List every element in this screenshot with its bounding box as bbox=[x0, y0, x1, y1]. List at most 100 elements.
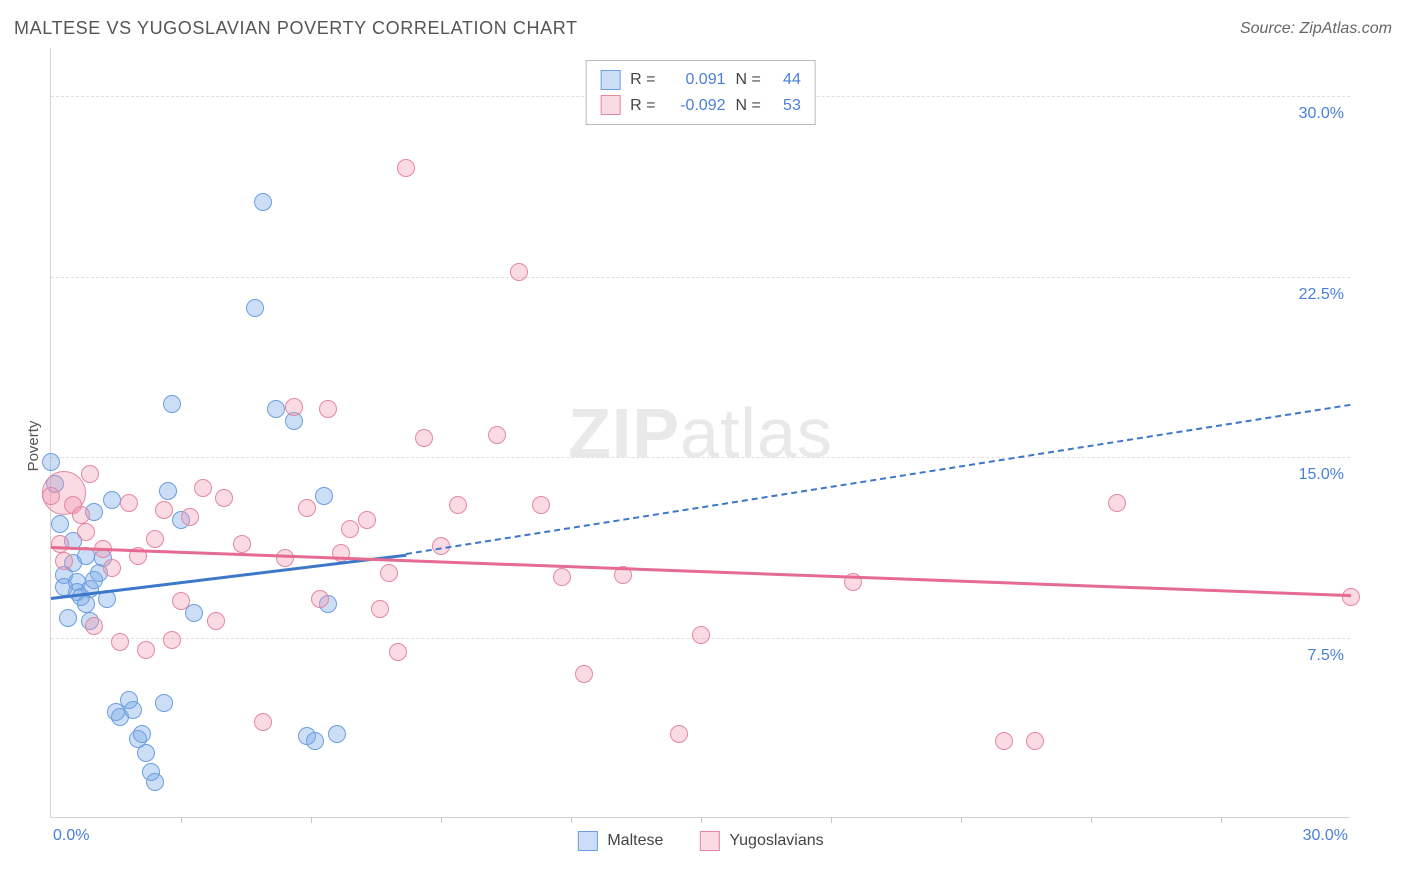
scatter-point bbox=[103, 491, 121, 509]
chart-plot-area: ZIPatlas 7.5%15.0%22.5%30.0%0.0%30.0%R =… bbox=[50, 48, 1350, 818]
r-label: R = bbox=[630, 93, 655, 119]
scatter-point bbox=[1108, 494, 1126, 512]
x-tick bbox=[1091, 817, 1092, 823]
scatter-point bbox=[328, 725, 346, 743]
scatter-point bbox=[155, 501, 173, 519]
scatter-point bbox=[553, 568, 571, 586]
scatter-point bbox=[488, 426, 506, 444]
scatter-point bbox=[77, 523, 95, 541]
scatter-point bbox=[133, 725, 151, 743]
scatter-point bbox=[532, 496, 550, 514]
n-label: N = bbox=[736, 93, 761, 119]
scatter-point bbox=[163, 395, 181, 413]
gridline bbox=[51, 457, 1350, 458]
legend-label: Maltese bbox=[607, 832, 663, 850]
x-axis-label: 0.0% bbox=[53, 827, 89, 845]
scatter-point bbox=[137, 641, 155, 659]
scatter-point bbox=[42, 453, 60, 471]
scatter-point bbox=[692, 626, 710, 644]
scatter-point bbox=[670, 725, 688, 743]
scatter-point bbox=[285, 398, 303, 416]
scatter-point bbox=[233, 535, 251, 553]
scatter-point bbox=[341, 520, 359, 538]
x-tick bbox=[1221, 817, 1222, 823]
x-tick bbox=[311, 817, 312, 823]
scatter-point bbox=[306, 732, 324, 750]
scatter-point bbox=[124, 701, 142, 719]
scatter-point bbox=[81, 465, 99, 483]
scatter-point bbox=[510, 263, 528, 281]
scatter-point bbox=[1026, 732, 1044, 750]
scatter-point bbox=[181, 508, 199, 526]
y-tick-label: 30.0% bbox=[1299, 105, 1344, 123]
scatter-point bbox=[311, 590, 329, 608]
scatter-point bbox=[298, 499, 316, 517]
scatter-point bbox=[155, 694, 173, 712]
scatter-point bbox=[276, 549, 294, 567]
scatter-point bbox=[85, 617, 103, 635]
scatter-point bbox=[1342, 588, 1360, 606]
legend-swatch bbox=[699, 831, 719, 851]
scatter-point bbox=[146, 773, 164, 791]
chart-title: MALTESE VS YUGOSLAVIAN POVERTY CORRELATI… bbox=[14, 18, 578, 39]
scatter-point bbox=[120, 494, 138, 512]
scatter-point bbox=[380, 564, 398, 582]
scatter-point bbox=[267, 400, 285, 418]
scatter-point bbox=[103, 559, 121, 577]
x-tick bbox=[831, 817, 832, 823]
scatter-point bbox=[415, 429, 433, 447]
scatter-point bbox=[72, 506, 90, 524]
scatter-point bbox=[315, 487, 333, 505]
stats-legend: R =0.091N =44R =-0.092N =53 bbox=[585, 60, 816, 125]
legend-item: Yugoslavians bbox=[699, 831, 823, 851]
scatter-point bbox=[51, 535, 69, 553]
scatter-point bbox=[172, 592, 190, 610]
r-value: 0.091 bbox=[666, 67, 726, 93]
scatter-point bbox=[449, 496, 467, 514]
scatter-point bbox=[111, 633, 129, 651]
scatter-point bbox=[42, 487, 60, 505]
x-tick bbox=[571, 817, 572, 823]
scatter-point bbox=[332, 544, 350, 562]
x-tick bbox=[181, 817, 182, 823]
scatter-point bbox=[254, 193, 272, 211]
legend-label: Yugoslavians bbox=[729, 832, 823, 850]
legend-swatch bbox=[577, 831, 597, 851]
y-tick-label: 15.0% bbox=[1299, 466, 1344, 484]
chart-header: MALTESE VS YUGOSLAVIAN POVERTY CORRELATI… bbox=[14, 18, 1392, 39]
scatter-point bbox=[575, 665, 593, 683]
scatter-point bbox=[389, 643, 407, 661]
gridline bbox=[51, 277, 1350, 278]
legend-item: Maltese bbox=[577, 831, 663, 851]
scatter-point bbox=[254, 713, 272, 731]
x-axis-label: 30.0% bbox=[1303, 827, 1348, 845]
scatter-point bbox=[207, 612, 225, 630]
scatter-point bbox=[358, 511, 376, 529]
x-tick bbox=[961, 817, 962, 823]
scatter-point bbox=[319, 400, 337, 418]
legend-swatch bbox=[600, 95, 620, 115]
n-value: 44 bbox=[771, 67, 801, 93]
regression-line-dashed bbox=[406, 404, 1351, 555]
r-label: R = bbox=[630, 67, 655, 93]
y-tick-label: 7.5% bbox=[1308, 647, 1344, 665]
x-tick bbox=[701, 817, 702, 823]
stats-legend-row: R =-0.092N =53 bbox=[600, 93, 801, 119]
scatter-point bbox=[371, 600, 389, 618]
x-tick bbox=[441, 817, 442, 823]
scatter-point bbox=[51, 515, 69, 533]
series-legend: Maltese Yugoslavians bbox=[577, 831, 823, 851]
scatter-point bbox=[397, 159, 415, 177]
y-tick-label: 22.5% bbox=[1299, 286, 1344, 304]
scatter-point bbox=[159, 482, 177, 500]
scatter-point bbox=[146, 530, 164, 548]
n-label: N = bbox=[736, 67, 761, 93]
source-credit: Source: ZipAtlas.com bbox=[1240, 20, 1392, 38]
scatter-point bbox=[995, 732, 1013, 750]
scatter-point bbox=[215, 489, 233, 507]
scatter-point bbox=[55, 552, 73, 570]
scatter-point bbox=[163, 631, 181, 649]
stats-legend-row: R = 0.091 N = 44 bbox=[600, 67, 801, 93]
r-value: -0.092 bbox=[666, 93, 726, 119]
watermark: ZIPatlas bbox=[568, 393, 833, 473]
